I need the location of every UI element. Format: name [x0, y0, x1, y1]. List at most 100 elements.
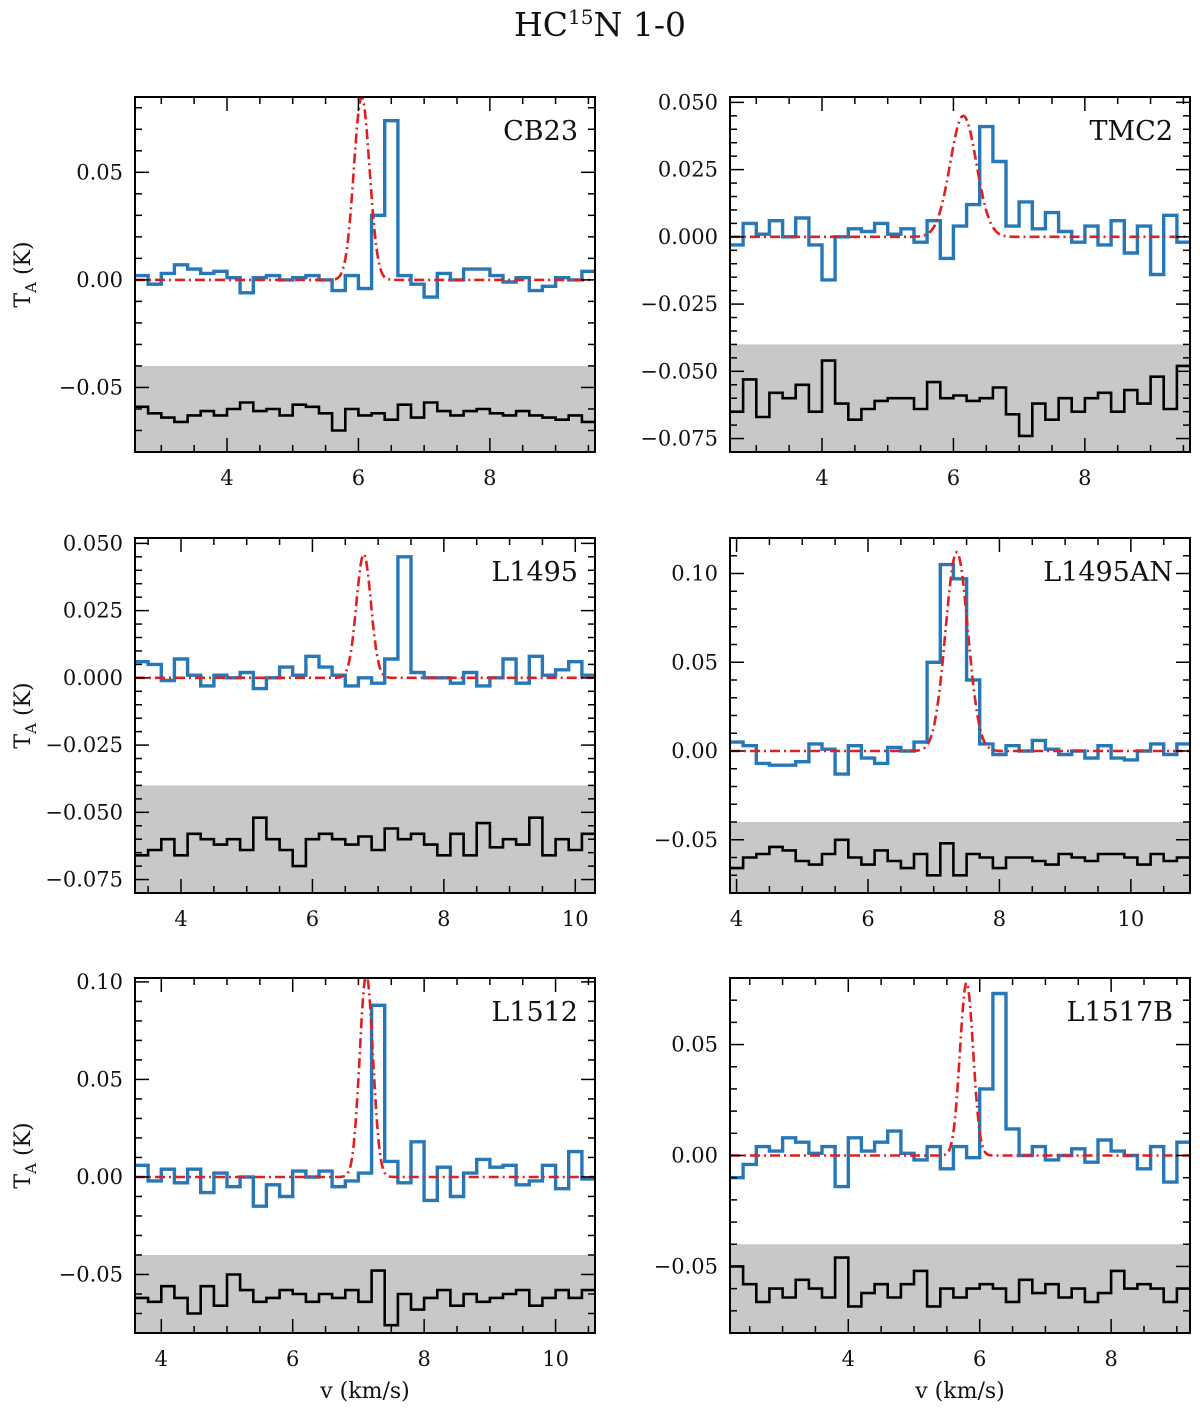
y-axis-label-subscript: A [22, 1163, 40, 1175]
y-axis-label-main: T [11, 734, 36, 749]
spectrum-line [135, 119, 595, 299]
plot-area [730, 114, 1190, 438]
y-axis-label-unit: (K) [11, 682, 36, 723]
x-tick-label: 6 [947, 466, 960, 490]
x-tick-label: 4 [220, 466, 233, 490]
y-tick-label: 0.05 [671, 650, 718, 674]
y-tick-label: −0.05 [59, 375, 123, 399]
x-tick-label: 8 [1078, 466, 1091, 490]
spectrum-line [135, 555, 595, 691]
panel-title: TMC2 [1090, 116, 1174, 147]
y-axis-label: TA (K) [11, 1122, 40, 1188]
residual-line [135, 401, 595, 432]
panel-title: L1512 [491, 997, 578, 1028]
residual-line [135, 1269, 595, 1327]
residual-line [730, 838, 1190, 877]
y-tick-label: 0.05 [671, 1033, 718, 1057]
y-tick-label: −0.075 [640, 427, 718, 451]
panel-l1512: 4 6 8 10 0.10 0.05 0.00 −0.05 L1512 TA (K) v (km/s… [11, 970, 596, 1404]
x-tick-label: 8 [1104, 1347, 1117, 1371]
y-axis-label-unit: (K) [11, 241, 36, 282]
panel-title: L1517B [1067, 997, 1173, 1028]
gaussian-fit-line [730, 550, 1190, 753]
gaussian-fit-line [135, 978, 595, 1179]
y-tick-label: 0.00 [76, 268, 123, 292]
x-tick-label: 4 [815, 466, 828, 490]
axes-frame [134, 96, 596, 453]
x-tick-label: 8 [417, 1347, 430, 1371]
x-tick-label: 8 [993, 907, 1006, 931]
residual-band [135, 1254, 595, 1333]
panel-l1495an: 4 6 8 10 0.10 0.05 0.00 −0.05 L1495AN [654, 537, 1191, 931]
y-tick-label: 0.00 [76, 1165, 123, 1189]
y-axis-label: TA (K) [11, 241, 40, 307]
y-tick-label: 0.000 [63, 666, 123, 690]
x-tick-label: 10 [562, 907, 589, 931]
y-axis-label-subscript: A [22, 282, 40, 294]
y-tick-label: −0.050 [45, 800, 123, 824]
residual-band [730, 344, 1190, 452]
x-axis-label: v (km/s) [319, 1379, 409, 1404]
y-axis-label-main: T [11, 1174, 36, 1189]
y-tick-label: −0.025 [45, 733, 123, 757]
residual-band [730, 1244, 1190, 1333]
figure-title-superscript: 15 [568, 5, 593, 29]
panel-title: L1495AN [1043, 557, 1173, 588]
x-tick-label: 6 [286, 1347, 299, 1371]
panel-title: CB23 [503, 116, 578, 147]
x-tick-label: 4 [155, 1347, 168, 1371]
x-tick-label: 4 [842, 1347, 855, 1371]
x-tick-label: 10 [542, 1347, 569, 1371]
residual-band [135, 365, 595, 452]
y-axis-label: TA (K) [11, 682, 40, 748]
panel-title: L1495 [491, 557, 578, 588]
plot-area [135, 552, 595, 868]
x-axis-label: v (km/s) [914, 1379, 1004, 1404]
figure-title-rest: N 1-0 [593, 5, 686, 44]
spectrum-line [730, 991, 1190, 1189]
residual-band [730, 822, 1190, 893]
gaussian-fit-line [135, 97, 595, 282]
y-tick-label: 0.025 [63, 599, 123, 623]
y-tick-label: 0.10 [671, 562, 718, 586]
y-tick-label: −0.05 [654, 1254, 718, 1278]
y-tick-label: 0.00 [671, 1144, 718, 1168]
y-tick-label: −0.025 [640, 292, 718, 316]
y-tick-label: 0.10 [76, 970, 123, 994]
x-tick-label: 6 [306, 907, 319, 931]
x-tick-label: 8 [437, 907, 450, 931]
figure-title-main: HC [514, 5, 568, 44]
axes-frame [134, 537, 596, 894]
y-tick-label: 0.05 [76, 160, 123, 184]
y-tick-label: 0.05 [76, 1067, 123, 1091]
axes-frame [134, 977, 596, 1334]
panel-tmc2: 4 6 8 0.050 0.025 0.000 −0.025 −0.050 −0.075 TMC2 [640, 90, 1191, 490]
spectrum-line [730, 124, 1190, 282]
y-axis-label-subscript: A [22, 723, 40, 735]
plot-area [730, 980, 1190, 1308]
panel-l1517b: 4 6 8 0.05 0.00 −0.05 L1517B v (km/s) [654, 977, 1191, 1404]
y-tick-label: −0.050 [640, 359, 718, 383]
y-tick-label: 0.000 [658, 225, 718, 249]
gaussian-fit-line [135, 552, 595, 680]
y-tick-label: −0.05 [654, 828, 718, 852]
spectrum-line [730, 562, 1190, 776]
y-tick-label: 0.00 [671, 739, 718, 763]
panel-cb23: 4 6 8 0.05 0.00 −0.05 CB23 TA (K) [11, 96, 596, 490]
x-tick-label: 10 [1117, 907, 1144, 931]
figure-title: HC15N 1-0 [514, 5, 686, 44]
x-tick-label: 4 [174, 907, 187, 931]
gaussian-fit-line [730, 114, 1190, 239]
residual-line [730, 1256, 1190, 1308]
residual-line [730, 359, 1190, 438]
y-tick-label: −0.075 [45, 868, 123, 892]
x-tick-label: 6 [352, 466, 365, 490]
plot-area [135, 97, 595, 432]
x-tick-label: 4 [730, 907, 743, 931]
x-tick-label: 6 [973, 1347, 986, 1371]
y-tick-label: −0.05 [59, 1262, 123, 1286]
gaussian-fit-line [730, 980, 1190, 1157]
y-axis-label-main: T [11, 293, 36, 308]
